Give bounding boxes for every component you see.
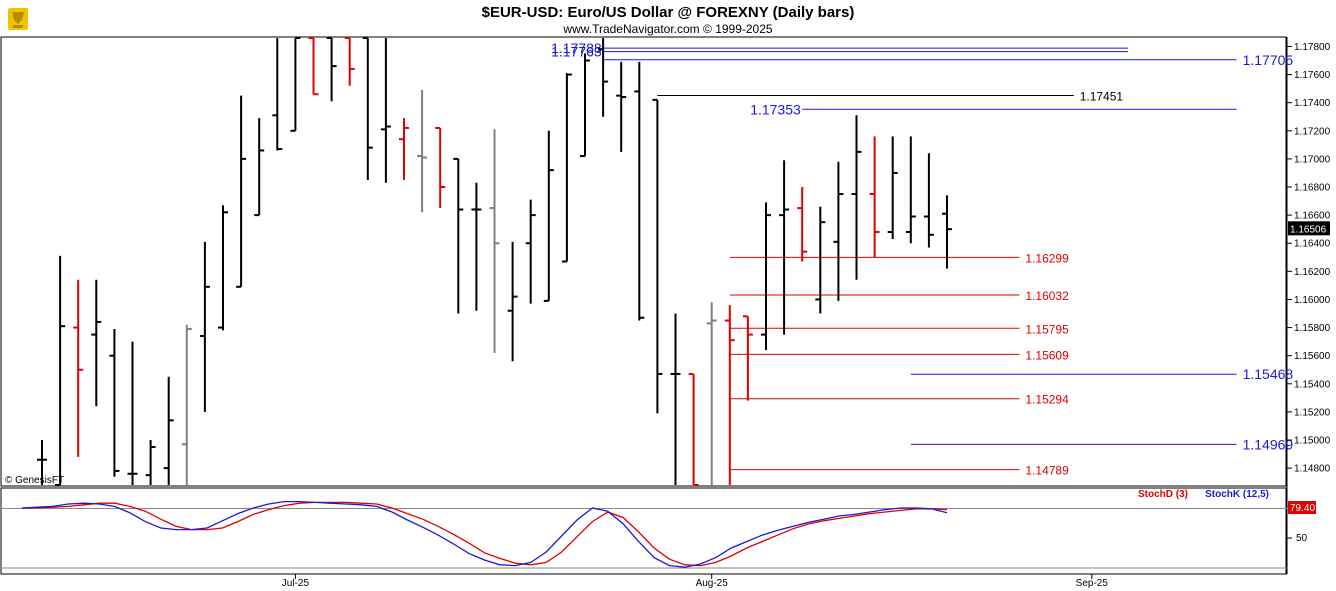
price-tick-label: 1.16000 bbox=[1294, 295, 1331, 306]
price-level-label: 1.17353 bbox=[750, 101, 801, 117]
price-level-label: 1.15468 bbox=[1243, 366, 1294, 382]
price-panel bbox=[0, 36, 1287, 487]
date-tick-label: Aug-25 bbox=[696, 578, 729, 589]
price-level-label: 1.17788 bbox=[551, 40, 602, 56]
price-tick-label: 1.14800 bbox=[1294, 464, 1331, 475]
price-tick-label: 1.17200 bbox=[1294, 126, 1331, 137]
price-level-label: 1.16032 bbox=[1025, 289, 1069, 303]
price-tick-label: 1.17800 bbox=[1294, 42, 1331, 53]
price-tick-label: 1.16600 bbox=[1294, 211, 1331, 222]
price-level-label: 1.14969 bbox=[1243, 436, 1294, 452]
price-level-label: 1.17451 bbox=[1080, 89, 1124, 103]
price-axis: 1.17800 1.17600 1.17400 1.17200 1.17000 1.168… bbox=[1287, 42, 1331, 475]
price-level-label: 1.17763 bbox=[551, 44, 602, 60]
stoch-series-line bbox=[22, 501, 948, 567]
price-tick-label: 1.15600 bbox=[1294, 351, 1331, 362]
legend-stochd: StochD (3) bbox=[1138, 489, 1188, 500]
price-level-label: 1.15609 bbox=[1025, 348, 1069, 362]
ohlc-bars bbox=[37, 37, 952, 486]
price-tick-label: 1.16800 bbox=[1294, 183, 1331, 194]
price-tick-label: 1.15200 bbox=[1294, 407, 1331, 418]
price-level-label: 1.17705 bbox=[1243, 52, 1294, 68]
stoch-tick-50: 50 bbox=[1296, 533, 1308, 544]
last-price-marker: 1.16506 bbox=[1288, 221, 1330, 236]
legend-stochk: StochK (12,5) bbox=[1205, 489, 1269, 500]
price-level-label: 1.15294 bbox=[1025, 393, 1069, 407]
price-tick-label: 1.15400 bbox=[1294, 379, 1331, 390]
stoch-last-value-marker: 79.40 bbox=[1288, 501, 1316, 514]
price-tick-label: 1.17600 bbox=[1294, 70, 1331, 81]
price-tick-label: 1.15000 bbox=[1294, 436, 1331, 447]
price-tick-label: 1.15800 bbox=[1294, 323, 1331, 334]
price-level-label: 1.16299 bbox=[1025, 251, 1069, 265]
svg-text:1.16506: 1.16506 bbox=[1290, 224, 1327, 235]
price-tick-label: 1.16400 bbox=[1294, 239, 1331, 250]
price-level-label: 1.15795 bbox=[1025, 322, 1069, 336]
stochastic-panel bbox=[0, 487, 1287, 575]
date-tick-label: Sep-25 bbox=[1076, 578, 1109, 589]
genesis-copyright: © GenesisFT bbox=[5, 475, 64, 486]
stochastic-lines bbox=[1, 500, 1287, 569]
date-axis: Jul-25 Aug-25 Sep-25 bbox=[282, 574, 1109, 589]
svg-text:79.40: 79.40 bbox=[1290, 503, 1315, 514]
price-tick-label: 1.17000 bbox=[1294, 154, 1331, 165]
price-tick-label: 1.17400 bbox=[1294, 98, 1331, 109]
price-level-label: 1.14789 bbox=[1025, 464, 1069, 478]
date-tick-label: Jul-25 bbox=[282, 578, 310, 589]
chart-title: $EUR-USD: Euro/US Dollar @ FOREXNY (Dail… bbox=[482, 4, 855, 21]
stoch-series-line bbox=[21, 500, 948, 568]
trophy-logo-icon bbox=[8, 8, 28, 30]
chart-subtitle: www.TradeNavigator.com © 1999-2025 bbox=[562, 22, 772, 36]
price-tick-label: 1.16200 bbox=[1294, 267, 1331, 278]
